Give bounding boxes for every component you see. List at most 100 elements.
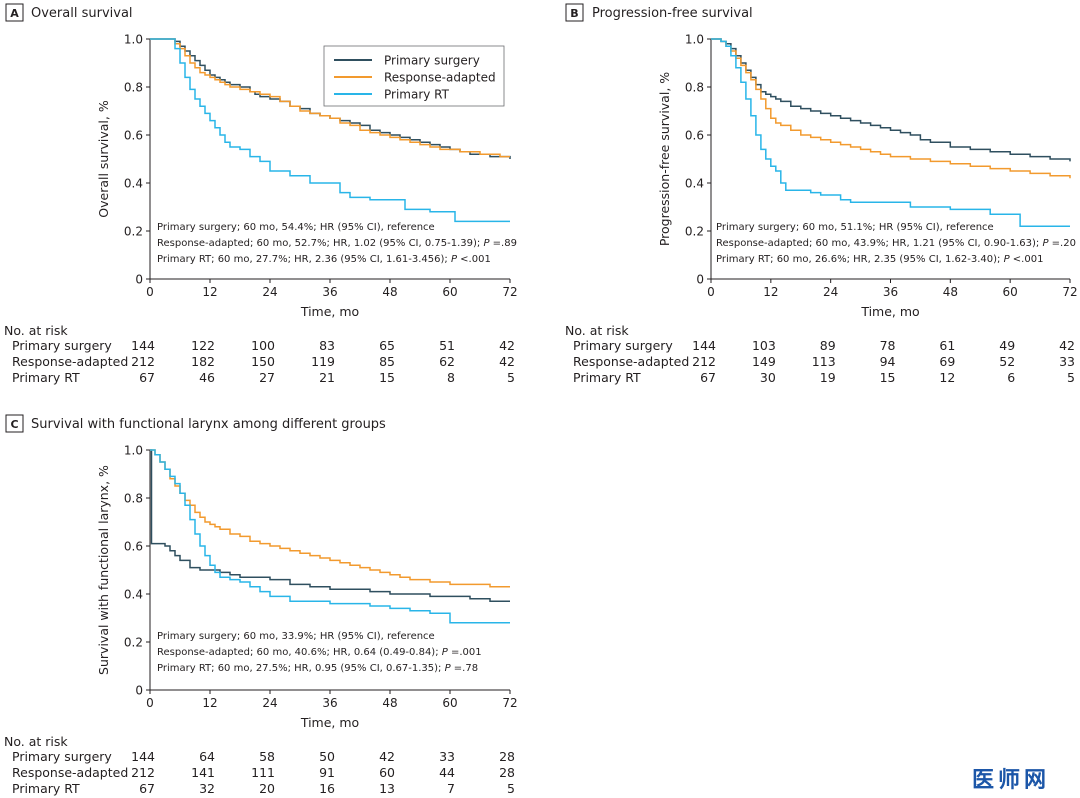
panel-b: B Progression-free survival 0 0.2 0.4 0.6 0.8 1… (565, 3, 1078, 385)
x-axis-label: Time, mo (300, 715, 359, 730)
risk-count: 21 (319, 370, 335, 385)
risk-row-label: Response-adapted (12, 765, 128, 780)
x-tick-label: 72 (502, 285, 517, 299)
risk-row-label: Primary surgery (573, 338, 673, 353)
panel-title: Progression-free survival (592, 6, 753, 21)
risk-count: 44 (439, 765, 455, 780)
legend-label: Primary surgery (384, 54, 480, 68)
risk-count: 103 (752, 338, 776, 353)
risk-count: 212 (692, 354, 716, 369)
risk-count: 5 (507, 781, 515, 796)
risk-count: 67 (700, 370, 716, 385)
x-tick-label: 36 (322, 285, 337, 299)
y-tick-label: 0 (696, 273, 704, 287)
risk-count: 33 (1059, 354, 1075, 369)
x-tick-label: 0 (707, 285, 715, 299)
x-tick-label: 60 (442, 285, 457, 299)
y-tick-label: 0.4 (124, 177, 143, 191)
y-tick-label: 0.2 (124, 636, 143, 650)
x-tick-label: 48 (943, 285, 958, 299)
panel-badge-box (5, 414, 24, 433)
km-curve-response-adapted (150, 449, 510, 588)
legend-label: Primary RT (384, 88, 450, 102)
risk-count: 144 (131, 749, 155, 764)
risk-count: 67 (139, 781, 155, 796)
x-tick-label: 36 (883, 285, 898, 299)
risk-count: 113 (812, 354, 836, 369)
risk-table-title: No. at risk (4, 734, 68, 749)
risk-table-title: No. at risk (565, 323, 629, 338)
x-tick-label: 36 (322, 696, 337, 710)
risk-count: 5 (1067, 370, 1075, 385)
risk-count: 122 (191, 338, 215, 353)
x-tick-label: 72 (1062, 285, 1077, 299)
y-tick-label: 1.0 (124, 33, 143, 47)
panel-badge-box (5, 3, 24, 22)
y-tick-label: 0.4 (685, 177, 704, 191)
risk-count: 111 (251, 765, 275, 780)
risk-count: 78 (880, 338, 896, 353)
risk-count: 61 (939, 338, 955, 353)
y-tick-label: 0.6 (124, 540, 143, 554)
risk-count: 42 (1059, 338, 1075, 353)
risk-count: 149 (752, 354, 776, 369)
risk-count: 51 (439, 338, 455, 353)
stat-annotation: Primary RT; 60 mo, 27.7%; HR, 2.36 (95% … (157, 254, 491, 265)
risk-count: 49 (999, 338, 1015, 353)
km-curve-primary-rt (150, 449, 510, 624)
y-axis-label: Progression-free survival, % (657, 72, 672, 246)
risk-count: 144 (692, 338, 716, 353)
y-tick-label: 0.2 (124, 225, 143, 239)
stat-annotation: Response-adapted; 60 mo, 40.6%; HR, 0.64… (157, 647, 482, 658)
panel-c: C Survival with functional larynx among d… (4, 414, 518, 796)
risk-count: 144 (131, 338, 155, 353)
y-tick-label: 0.4 (124, 588, 143, 602)
risk-row-label: Primary surgery (12, 338, 112, 353)
panel-badge-letter: B (570, 7, 578, 20)
risk-count: 64 (199, 749, 215, 764)
risk-count: 91 (319, 765, 335, 780)
x-tick-label: 72 (502, 696, 517, 710)
risk-count: 182 (191, 354, 215, 369)
y-tick-label: 0 (135, 684, 143, 698)
risk-count: 20 (259, 781, 275, 796)
panel-title: Overall survival (31, 6, 133, 21)
risk-count: 8 (447, 370, 455, 385)
km-curve-primary-surgery (150, 449, 510, 602)
risk-count: 65 (379, 338, 395, 353)
x-tick-label: 48 (382, 285, 397, 299)
risk-count: 7 (447, 781, 455, 796)
risk-count: 30 (760, 370, 776, 385)
risk-count: 42 (499, 354, 515, 369)
risk-count: 212 (131, 765, 155, 780)
x-axis-label: Time, mo (300, 304, 359, 319)
km-curve-primary-rt (150, 38, 510, 223)
y-axis-label: Survival with functional larynx, % (96, 465, 111, 675)
risk-count: 85 (379, 354, 395, 369)
risk-count: 28 (499, 765, 515, 780)
risk-count: 28 (499, 749, 515, 764)
y-axis-label: Overall survival, % (96, 100, 111, 218)
risk-count: 42 (379, 749, 395, 764)
watermark-logo: 医师网 (972, 767, 1051, 793)
risk-row-label: Primary RT (12, 370, 80, 385)
risk-count: 15 (379, 370, 395, 385)
risk-count: 33 (439, 749, 455, 764)
y-tick-label: 1.0 (685, 33, 704, 47)
risk-count: 119 (311, 354, 335, 369)
y-tick-label: 0.2 (685, 225, 704, 239)
risk-row-label: Primary RT (12, 781, 80, 796)
risk-count: 60 (379, 765, 395, 780)
risk-count: 13 (379, 781, 395, 796)
x-tick-label: 0 (146, 285, 154, 299)
risk-count: 212 (131, 354, 155, 369)
risk-count: 89 (820, 338, 836, 353)
y-tick-label: 0.6 (124, 129, 143, 143)
km-curve-primary-surgery (711, 38, 1071, 162)
panel-badge-letter: A (10, 7, 19, 20)
risk-count: 27 (259, 370, 275, 385)
x-axis-label: Time, mo (860, 304, 919, 319)
risk-count: 46 (199, 370, 215, 385)
